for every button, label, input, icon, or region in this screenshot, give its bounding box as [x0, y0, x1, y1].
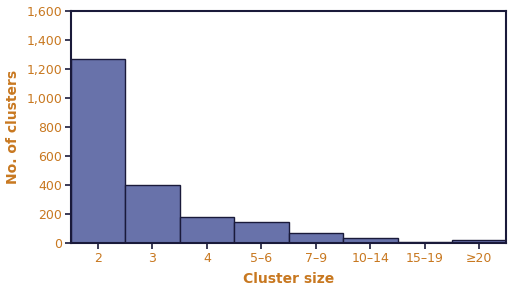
Bar	[452, 240, 506, 243]
Bar	[71, 60, 125, 243]
Bar	[125, 185, 180, 243]
Bar	[234, 222, 289, 243]
Bar	[289, 233, 343, 243]
Bar	[180, 217, 234, 243]
Bar	[397, 242, 452, 243]
X-axis label: Cluster size: Cluster size	[243, 272, 334, 286]
Bar	[343, 239, 397, 243]
Y-axis label: No. of clusters: No. of clusters	[6, 69, 19, 184]
